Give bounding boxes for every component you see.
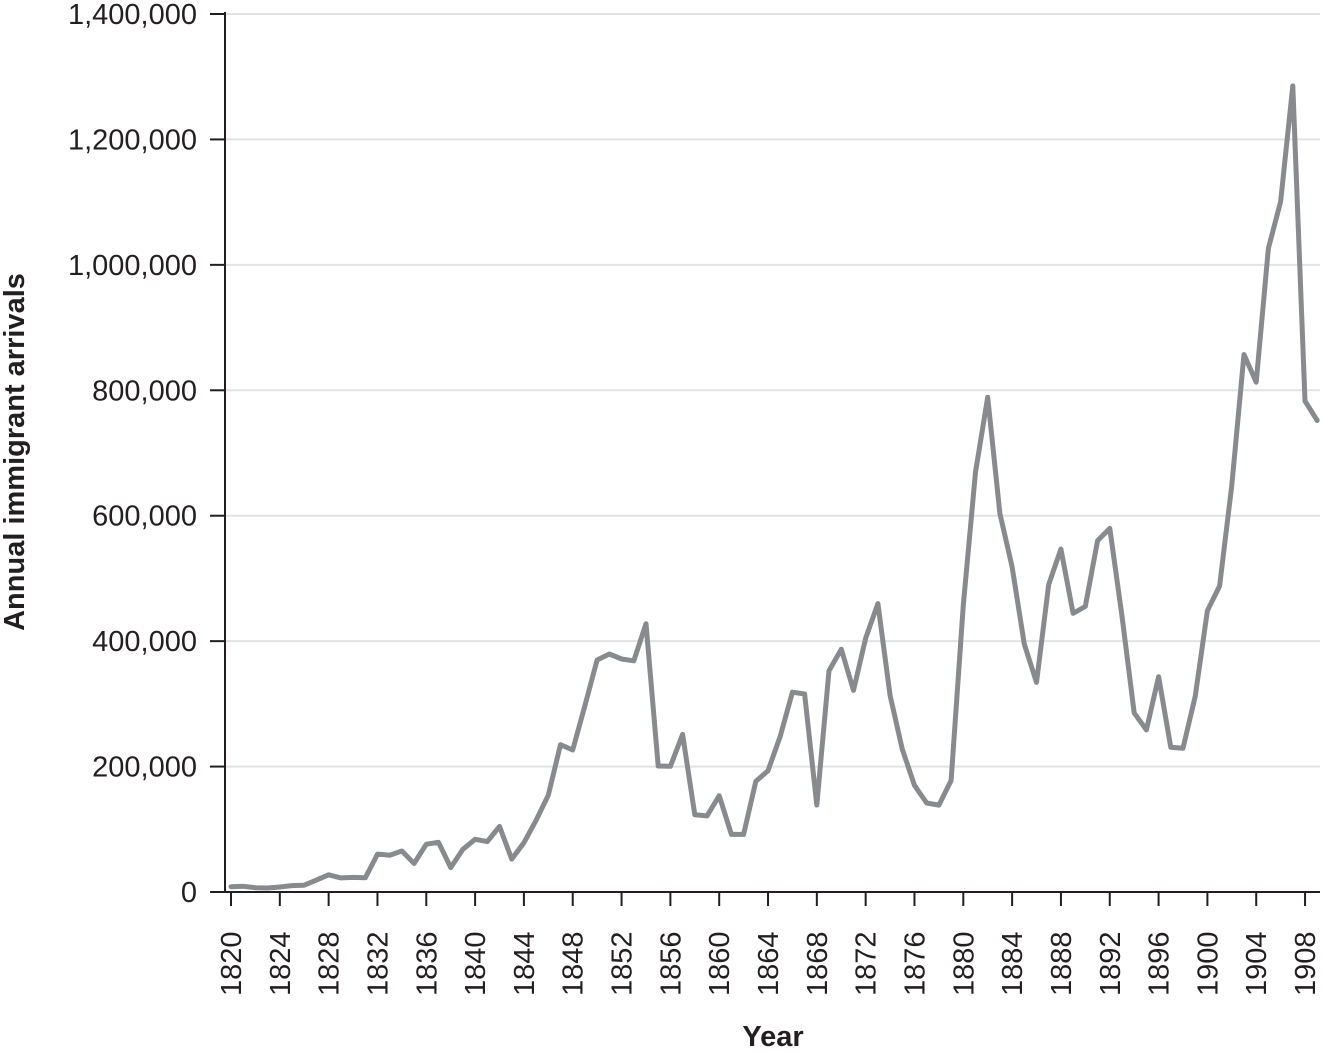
x-axis-title: Year: [742, 1021, 803, 1048]
x-tick-label: 1836: [411, 931, 443, 996]
immigrant-arrivals-line: [228, 83, 1320, 891]
y-tick-label: 800,000: [92, 375, 197, 407]
x-tick-label: 1880: [948, 931, 980, 996]
data-series: [228, 83, 1320, 891]
y-axis: 0 200,000 400,000 600,000 800,000 1,000,000 1,…: [68, 0, 226, 909]
y-tick-label: 1,400,000: [68, 0, 197, 31]
y-gridlines: [225, 13, 1320, 768]
x-tick-label: 1840: [460, 931, 492, 996]
x-tick-label: 1824: [265, 931, 297, 996]
x-tick-label: 1888: [1046, 931, 1078, 996]
y-tick-label: 0: [181, 877, 197, 909]
x-tick-label: 1820: [216, 931, 248, 996]
x-tick-label: 1884: [997, 931, 1029, 996]
x-tick-label: 1844: [509, 931, 541, 996]
x-tick-label: 1904: [1241, 931, 1273, 996]
x-tick-label: 1860: [704, 931, 736, 996]
y-tick-label: 1,200,000: [68, 124, 197, 156]
y-tick-label: 200,000: [92, 752, 197, 784]
x-tick-label: 1864: [753, 931, 785, 996]
x-tick-label: 1868: [802, 931, 834, 996]
y-tick-label: 1,000,000: [68, 250, 197, 282]
x-tick-label: 1828: [314, 931, 346, 996]
y-tick-label: 600,000: [92, 501, 197, 533]
y-tick-label: 400,000: [92, 626, 197, 658]
x-tick-label: 1908: [1290, 931, 1322, 996]
x-tick-label: 1876: [899, 931, 931, 996]
x-tick-label: 1852: [607, 931, 639, 996]
x-tick-label: 1892: [1095, 931, 1127, 996]
x-tick-label: 1900: [1192, 931, 1224, 996]
x-tick-label: 1872: [851, 931, 883, 996]
x-axis: 1820 1824 1828 1832 1836 1840 1844 1848 1852 1856…: [210, 891, 1322, 996]
x-tick-label: 1896: [1144, 931, 1176, 996]
y-axis-title: Annual immigrant arrivals: [0, 273, 31, 631]
x-tick-label: 1832: [362, 931, 394, 996]
x-tick-label: 1856: [655, 931, 687, 996]
x-tick-label: 1848: [558, 931, 590, 996]
